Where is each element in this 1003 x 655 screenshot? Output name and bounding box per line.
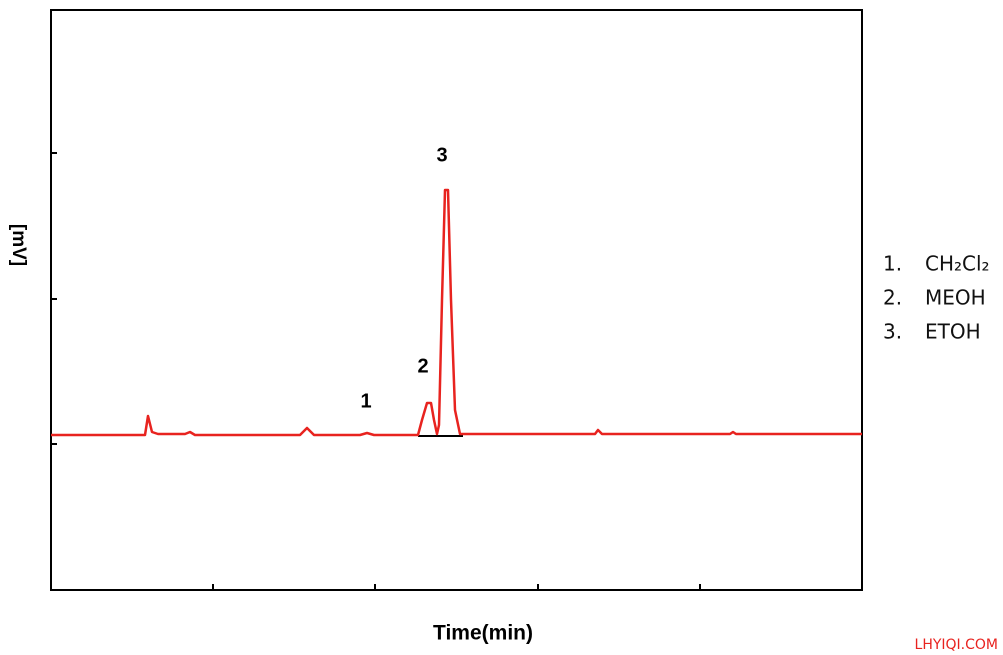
peak-label: 3 bbox=[436, 144, 447, 166]
y-axis-title: [mV] bbox=[8, 224, 29, 266]
plot-frame bbox=[50, 9, 863, 591]
peak-label: 1 bbox=[360, 390, 371, 412]
legend-number: 2. bbox=[883, 286, 902, 310]
legend-name: MEOH bbox=[925, 286, 986, 310]
legend-number: 1. bbox=[883, 252, 902, 276]
legend-number: 3. bbox=[883, 320, 902, 344]
legend-name: ETOH bbox=[925, 320, 981, 344]
watermark: LHYIQI.COM bbox=[915, 637, 998, 653]
x-axis-title: Time(min) bbox=[433, 622, 533, 645]
signal-trace bbox=[51, 188, 862, 437]
legend-name: CH₂Cl₂ bbox=[925, 252, 990, 276]
legend: 1. CH₂Cl₂ 2. MEOH 3. ETOH bbox=[883, 252, 990, 344]
axis-ticks bbox=[51, 152, 701, 590]
peak-label: 2 bbox=[417, 355, 428, 377]
